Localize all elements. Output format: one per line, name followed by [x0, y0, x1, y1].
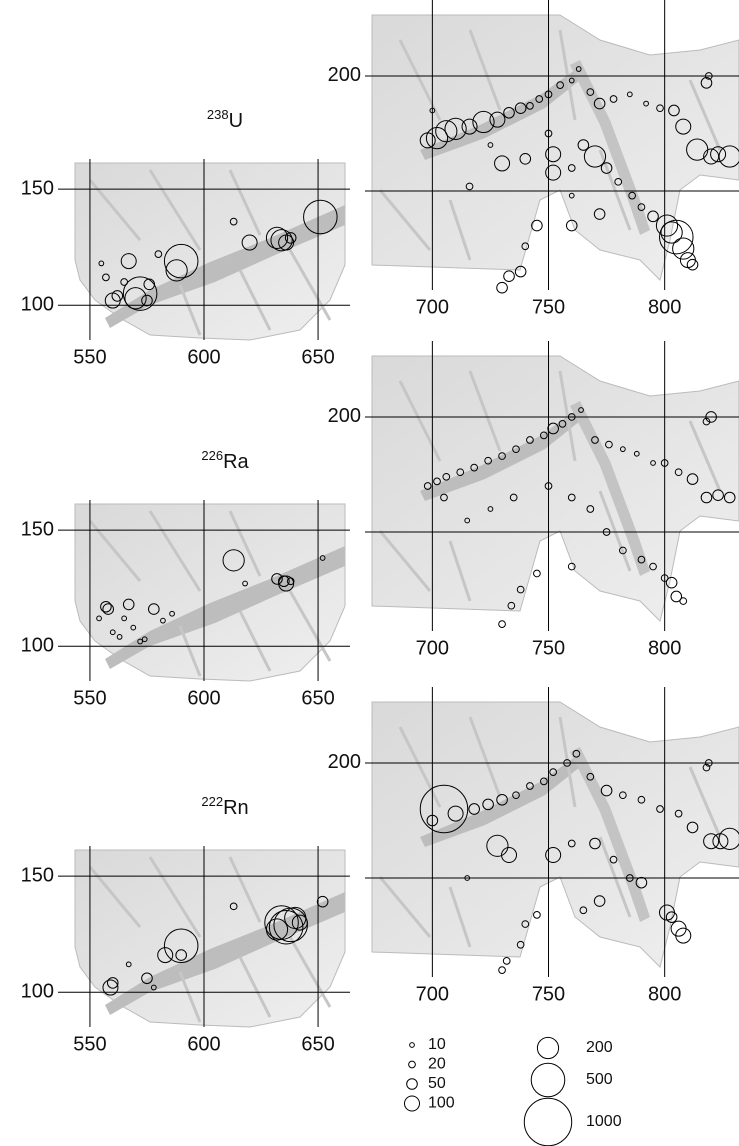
panel-title: 226Ra — [201, 448, 249, 473]
isotope-mass: 238 — [207, 107, 229, 122]
x-tick-label: 650 — [301, 1033, 334, 1055]
panel-title: 222Rn — [201, 794, 248, 819]
bubble — [671, 921, 686, 936]
legend-bubble — [405, 1096, 420, 1111]
legend-label: 10 — [428, 1036, 446, 1053]
x-tick-label: 750 — [532, 637, 565, 659]
figure: 550 600 650 100 150 238U 700 750 800 200 550 600 650… — [0, 0, 739, 1146]
x-tick-label: 550 — [73, 687, 106, 709]
legend-bubble — [531, 1063, 565, 1097]
y-tick-label: 150 — [21, 177, 54, 199]
x-tick-label: 800 — [648, 637, 681, 659]
x-tick-label: 800 — [648, 296, 681, 318]
y-tick-label: 200 — [328, 751, 361, 773]
isotope-mass: 222 — [201, 794, 223, 809]
x-tick-label: 700 — [416, 296, 449, 318]
isotope-symbol: Ra — [223, 451, 249, 473]
bubble — [504, 271, 515, 282]
x-tick-label: 650 — [301, 346, 334, 368]
y-tick-label: 200 — [328, 64, 361, 86]
size-legend: 10 20 50 100 200 500 1000 — [405, 1036, 622, 1145]
bubble — [499, 967, 506, 974]
x-tick-label: 700 — [416, 637, 449, 659]
x-tick-label: 550 — [73, 346, 106, 368]
x-tick-label: 650 — [301, 687, 334, 709]
y-tick-label: 100 — [21, 980, 54, 1002]
bubble — [673, 238, 694, 259]
bubble — [499, 621, 506, 628]
y-tick-label: 100 — [21, 293, 54, 315]
x-tick-label: 700 — [416, 983, 449, 1005]
x-tick-label: 800 — [648, 983, 681, 1005]
bubble — [534, 912, 541, 919]
bubble — [503, 958, 510, 965]
legend-label: 50 — [428, 1075, 446, 1092]
x-tick-label: 600 — [187, 1033, 220, 1055]
legend-label: 100 — [428, 1095, 455, 1112]
bubble — [534, 570, 541, 577]
legend-label: 500 — [586, 1071, 613, 1088]
terrain-map — [372, 356, 739, 621]
isotope-symbol: U — [229, 110, 243, 132]
isotope-mass: 226 — [201, 448, 223, 463]
y-tick-label: 150 — [21, 518, 54, 540]
legend-bubble — [410, 1043, 415, 1048]
bubble — [680, 598, 687, 605]
x-tick-label: 750 — [532, 983, 565, 1005]
legend-label: 200 — [586, 1039, 613, 1056]
x-tick-label: 750 — [532, 296, 565, 318]
legend-bubble — [524, 1098, 571, 1145]
page: {"chart_data": { "type": "bubble-map", "… — [0, 0, 739, 1146]
bubble — [497, 282, 508, 293]
legend-bubble — [537, 1037, 558, 1058]
bubble — [676, 928, 691, 943]
bubble — [680, 253, 695, 268]
legend-label: 20 — [428, 1056, 446, 1073]
x-tick-label: 600 — [187, 346, 220, 368]
legend-label: 1000 — [586, 1113, 622, 1130]
x-tick-label: 600 — [187, 687, 220, 709]
bubble — [687, 259, 698, 270]
y-tick-label: 100 — [21, 634, 54, 656]
legend-bubble — [409, 1061, 416, 1068]
y-tick-label: 150 — [21, 864, 54, 886]
legend-bubble — [407, 1079, 418, 1090]
isotope-symbol: Rn — [223, 797, 249, 819]
terrain-map — [372, 702, 739, 967]
x-tick-label: 550 — [73, 1033, 106, 1055]
y-tick-label: 200 — [328, 405, 361, 427]
panel-title: 238U — [207, 107, 243, 132]
